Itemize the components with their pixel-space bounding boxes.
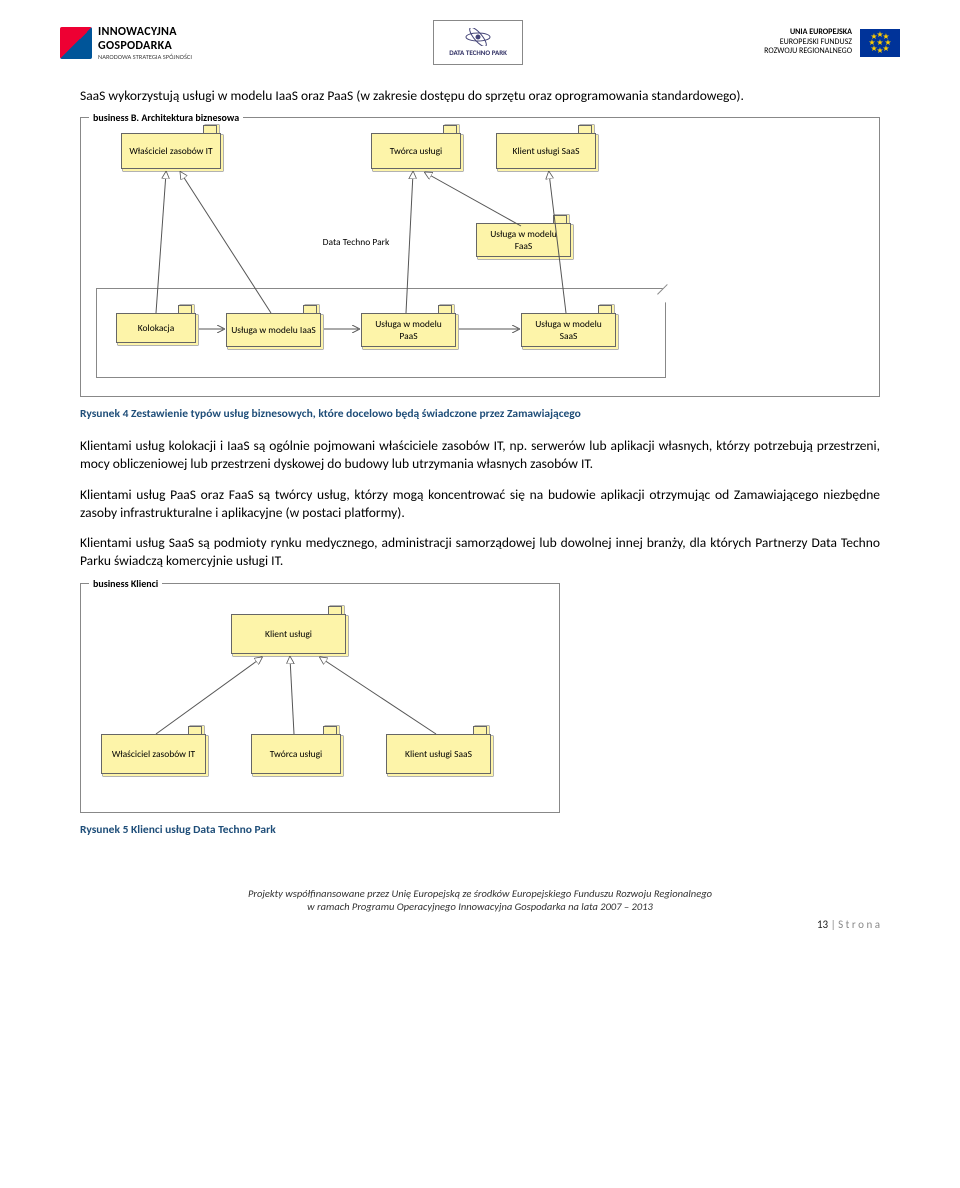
eu-line3: ROZWOJU REGIONALNEGO	[764, 47, 852, 57]
paragraph-kolokacja: Klientami usług kolokacji i IaaS są ogól…	[80, 437, 880, 473]
node-tworca-uslugi-2: Twórca usługi	[251, 734, 341, 774]
page-number-label: | S t r o n a	[828, 918, 880, 931]
node-wlasciciel-zasobow-2: Właściciel zasobów IT	[101, 734, 206, 774]
dtp-orbit-icon	[464, 28, 492, 46]
diagram-klienci: business Klienci Klient usługi Właścicie…	[80, 583, 560, 813]
page-header: INNOWACYJNA GOSPODARKA NARODOWA STRATEGI…	[0, 0, 960, 75]
paragraph-paas-faas: Klientami usług PaaS oraz FaaS są twórcy…	[80, 486, 880, 522]
diagram2-label: business Klienci	[89, 577, 162, 590]
logo-title-line1: INNOWACYJNA	[98, 25, 192, 39]
paragraph-intro: SaaS wykorzystują usługi w modelu IaaS o…	[80, 87, 880, 105]
logo-data-techno-park: DATA TECHNO PARK	[433, 20, 523, 65]
logo-title-line2: GOSPODARKA	[98, 39, 192, 53]
node-usluga-saas: Usługa w modelu SaaS	[521, 313, 616, 347]
logo-eu: UNIA EUROPEJSKA EUROPEJSKI FUNDUSZ ROZWO…	[764, 28, 900, 57]
dtp-label: DATA TECHNO PARK	[449, 48, 507, 57]
node-kolokacja: Kolokacja	[116, 313, 196, 343]
node-klient-uslugi: Klient usługi	[231, 614, 346, 654]
page-number-value: 13	[817, 918, 828, 931]
eu-flag-icon	[860, 29, 900, 57]
diagram1-label: business B. Architektura biznesowa	[89, 111, 243, 124]
node-usluga-paas: Usługa w modelu PaaS	[361, 313, 456, 347]
caption-rysunek-4: Rysunek 4 Zestawienie typów usług biznes…	[80, 407, 880, 421]
diagram-architektura-biznesowa: business B. Architektura biznesowa Właśc…	[80, 117, 880, 397]
logo-innowacyjna: INNOWACYJNA GOSPODARKA NARODOWA STRATEGI…	[60, 25, 192, 61]
eu-text: UNIA EUROPEJSKA EUROPEJSKI FUNDUSZ ROZWO…	[764, 28, 852, 57]
footer-line1: Projekty współfinansowane przez Unię Eur…	[80, 887, 880, 901]
paragraph-saas: Klientami usług SaaS są podmioty rynku m…	[80, 534, 880, 570]
node-usluga-iaas: Usługa w modelu IaaS	[226, 313, 321, 347]
caption-rysunek-5: Rysunek 5 Klienci usług Data Techno Park	[80, 823, 880, 837]
logo-subtitle: NARODOWA STRATEGIA SPÓJNOŚCI	[98, 53, 192, 61]
page-footer: Projekty współfinansowane przez Unię Eur…	[80, 887, 880, 914]
footer-line2: w ramach Programu Operacyjnego Innowacyj…	[80, 900, 880, 914]
frame-notch-icon	[657, 284, 677, 304]
node-wlasciciel-zasobow: Właściciel zasobów IT	[121, 133, 221, 169]
node-tworca-uslugi: Twórca usługi	[371, 133, 461, 169]
page-number: 13 | S t r o n a	[80, 918, 880, 931]
node-klient-saas-2: Klient usługi SaaS	[386, 734, 491, 774]
node-klient-saas: Klient usługi SaaS	[496, 133, 596, 169]
ig-logo-icon	[60, 27, 92, 59]
node-data-techno-park: Data Techno Park	[301, 228, 411, 256]
node-usluga-faas: Usługa w modelu FaaS	[476, 223, 571, 257]
